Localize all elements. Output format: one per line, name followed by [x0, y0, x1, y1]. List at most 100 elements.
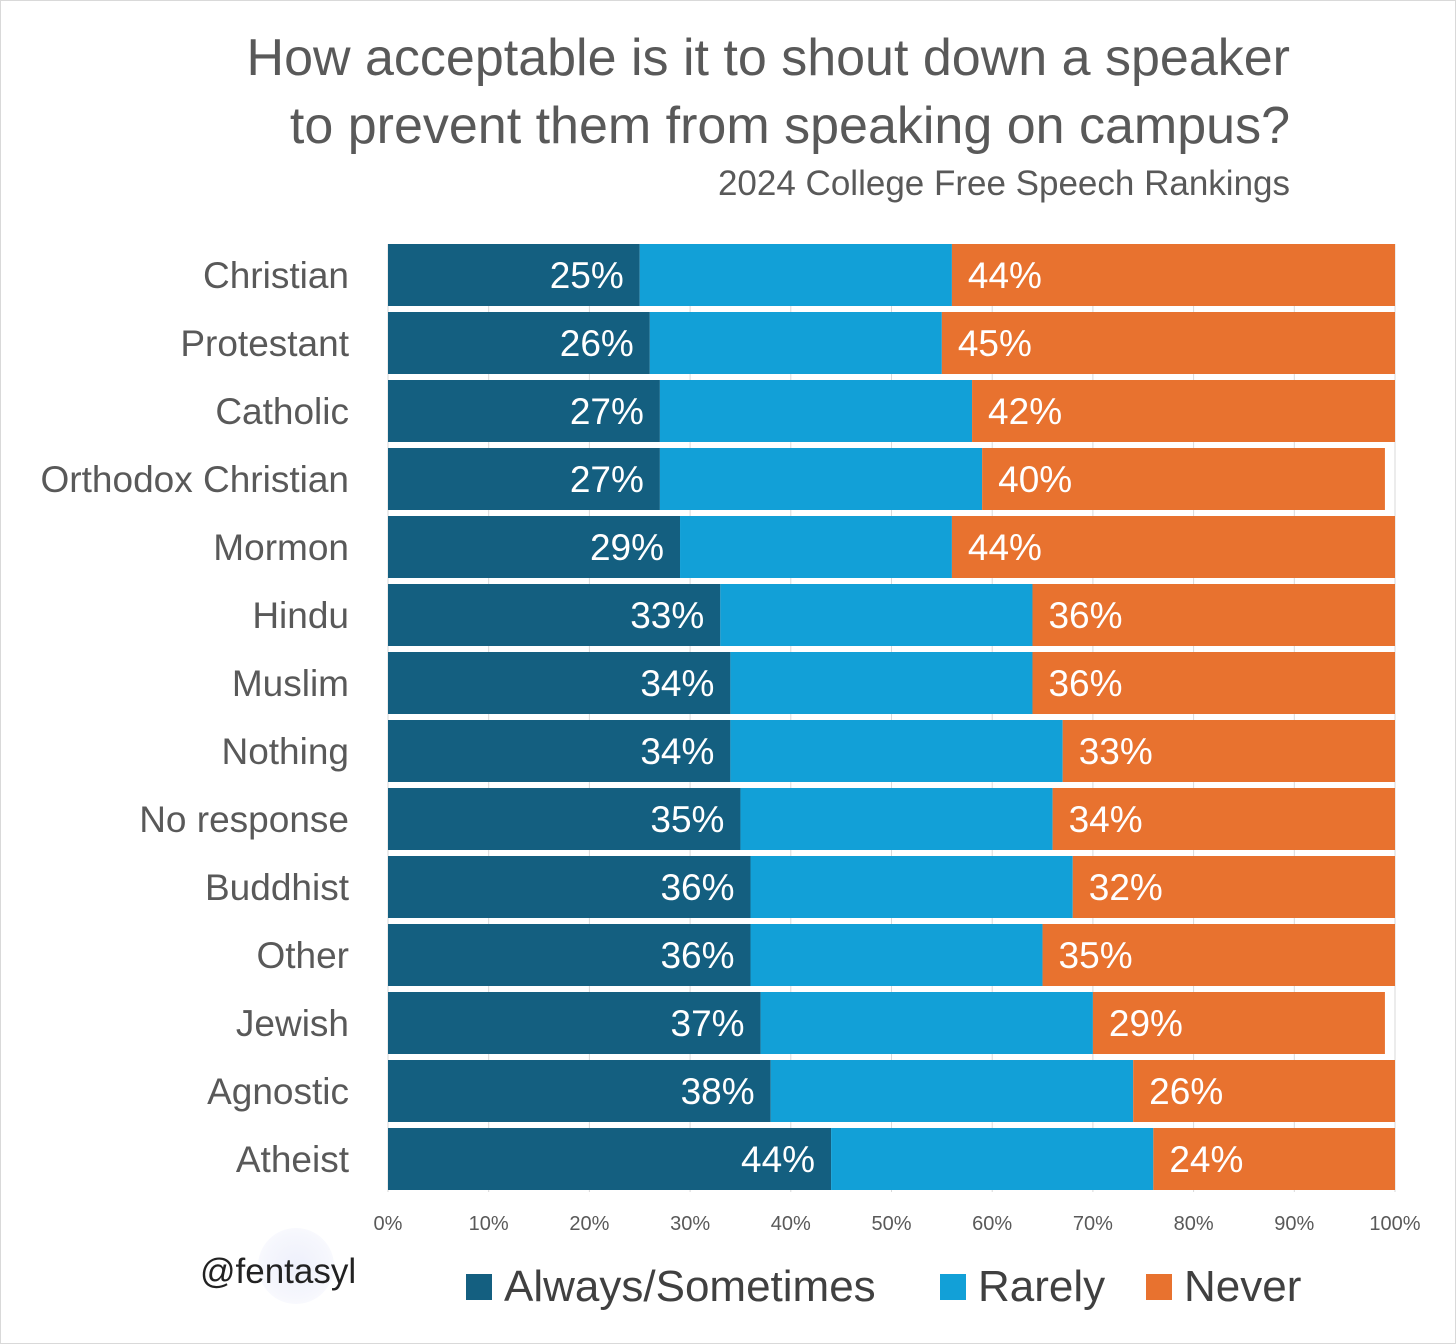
x-tick-label: 30%	[670, 1213, 710, 1235]
data-label-orthodox-christian-always-sometimes: 27%	[570, 459, 644, 500]
legend-item-rarely: Rarely	[940, 1262, 1105, 1312]
category-label-atheist: Atheist	[236, 1139, 350, 1180]
category-label-jewish: Jewish	[236, 1003, 349, 1044]
bar-christian-never	[951, 244, 1395, 306]
bar-muslim-never	[1032, 652, 1395, 714]
bar-agnostic-always-sometimes	[388, 1060, 771, 1122]
bar-protestant-always-sometimes	[388, 312, 650, 374]
bar-muslim-always-sometimes	[388, 652, 731, 714]
data-label-catholic-never: 42%	[988, 391, 1062, 432]
bar-nothing-rarely	[730, 720, 1063, 782]
category-label-christian: Christian	[203, 255, 349, 296]
x-tick-label: 0%	[374, 1213, 403, 1235]
bar-no-response-always-sometimes	[388, 788, 741, 850]
bar-mormon-rarely	[680, 516, 952, 578]
category-label-nothing: Nothing	[221, 731, 349, 772]
bar-other-rarely	[750, 924, 1043, 986]
category-label-no-response: No response	[139, 799, 349, 840]
bar-buddhist-always-sometimes	[388, 856, 751, 918]
bar-nothing-always-sometimes	[388, 720, 731, 782]
data-label-agnostic-never: 26%	[1149, 1071, 1223, 1112]
category-label-catholic: Catholic	[215, 391, 349, 432]
bar-agnostic-never	[1133, 1060, 1395, 1122]
legend-item-always-sometimes: Always/Sometimes	[466, 1262, 876, 1312]
bar-mormon-always-sometimes	[388, 516, 681, 578]
bar-other-never	[1042, 924, 1395, 986]
bar-buddhist-rarely	[750, 856, 1073, 918]
bars	[388, 244, 1395, 1190]
data-label-christian-never: 44%	[968, 255, 1042, 296]
bar-atheist-always-sometimes	[388, 1128, 832, 1190]
bar-protestant-never	[941, 312, 1395, 374]
legend-swatch-never	[1146, 1274, 1172, 1300]
data-label-mormon-always-sometimes: 29%	[590, 527, 664, 568]
x-tick-label: 40%	[771, 1213, 811, 1235]
bar-protestant-rarely	[649, 312, 942, 374]
bar-orthodox-christian-always-sometimes	[388, 448, 660, 510]
data-label-mormon-never: 44%	[968, 527, 1042, 568]
data-label-atheist-always-sometimes: 44%	[741, 1139, 815, 1180]
legend-label-never: Never	[1184, 1262, 1302, 1311]
bar-jewish-always-sometimes	[388, 992, 761, 1054]
bar-other-always-sometimes	[388, 924, 751, 986]
bar-hindu-always-sometimes	[388, 584, 721, 646]
legend-label-always-sometimes: Always/Sometimes	[504, 1262, 876, 1311]
bar-muslim-rarely	[730, 652, 1033, 714]
legend-label-rarely: Rarely	[978, 1262, 1106, 1311]
data-label-protestant-always-sometimes: 26%	[560, 323, 634, 364]
bar-orthodox-christian-rarely	[659, 448, 983, 510]
watermark-handle: @fentasyl	[200, 1252, 357, 1291]
chart-title: How acceptable is it to shout down a spe…	[40, 24, 1290, 160]
watermark-logo	[258, 1228, 334, 1304]
data-label-muslim-always-sometimes: 34%	[640, 663, 714, 704]
legend-item-never: Never	[1146, 1262, 1301, 1312]
bar-no-response-never	[1052, 788, 1395, 850]
data-label-muslim-never: 36%	[1048, 663, 1122, 704]
bar-atheist-never	[1153, 1128, 1395, 1190]
data-label-no-response-never: 34%	[1069, 799, 1143, 840]
data-label-hindu-always-sometimes: 33%	[630, 595, 704, 636]
x-tick-label: 10%	[469, 1213, 509, 1235]
title-line-1: How acceptable is it to shout down a spe…	[246, 29, 1290, 87]
x-tick-label: 100%	[1369, 1213, 1420, 1235]
x-tick-label: 60%	[972, 1213, 1012, 1235]
legend-swatch-always-sometimes	[466, 1274, 492, 1300]
bar-catholic-rarely	[659, 380, 973, 442]
bar-agnostic-rarely	[770, 1060, 1134, 1122]
bar-catholic-always-sometimes	[388, 380, 660, 442]
data-label-jewish-never: 29%	[1109, 1003, 1183, 1044]
bar-orthodox-christian-never	[982, 448, 1385, 510]
data-label-no-response-always-sometimes: 35%	[650, 799, 724, 840]
category-label-agnostic: Agnostic	[207, 1071, 349, 1112]
bar-christian-always-sometimes	[388, 244, 640, 306]
category-label-orthodox-christian: Orthodox Christian	[41, 459, 349, 500]
data-label-agnostic-always-sometimes: 38%	[681, 1071, 755, 1112]
data-label-protestant-never: 45%	[958, 323, 1032, 364]
x-tick-label: 90%	[1274, 1213, 1314, 1235]
bar-nothing-never	[1062, 720, 1395, 782]
category-label-protestant: Protestant	[180, 323, 349, 364]
bar-no-response-rarely	[740, 788, 1053, 850]
bar-atheist-rarely	[831, 1128, 1154, 1190]
x-tick-label: 20%	[569, 1213, 609, 1235]
data-label-buddhist-never: 32%	[1089, 867, 1163, 908]
bar-christian-rarely	[639, 244, 952, 306]
bar-buddhist-never	[1072, 856, 1395, 918]
data-label-orthodox-christian-never: 40%	[998, 459, 1072, 500]
legend-swatch-rarely	[940, 1274, 966, 1300]
category-label-buddhist: Buddhist	[205, 867, 350, 908]
chart-subtitle: 2024 College Free Speech Rankings	[717, 164, 1290, 203]
data-label-buddhist-always-sometimes: 36%	[660, 867, 734, 908]
category-label-other: Other	[256, 935, 349, 976]
x-tick-label: 70%	[1073, 1213, 1113, 1235]
bar-jewish-never	[1092, 992, 1385, 1054]
category-label-hindu: Hindu	[252, 595, 349, 636]
legend: Always/Sometimes Rarely Never	[0, 1262, 1456, 1322]
category-label-mormon: Mormon	[213, 527, 349, 568]
category-labels: Christian Protestant Catholic Orthodox Chri…	[41, 255, 350, 1180]
bar-mormon-never	[951, 516, 1395, 578]
bar-jewish-rarely	[760, 992, 1093, 1054]
bar-catholic-never	[972, 380, 1395, 442]
data-label-hindu-never: 36%	[1048, 595, 1122, 636]
data-label-atheist-never: 24%	[1169, 1139, 1243, 1180]
